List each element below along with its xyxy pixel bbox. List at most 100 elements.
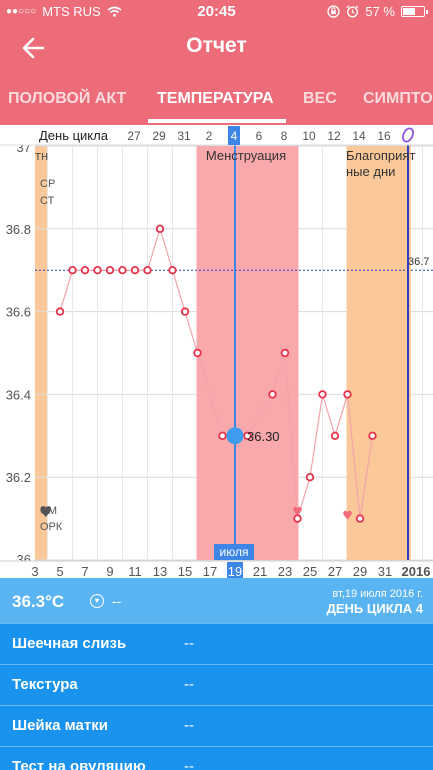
date-row — [0, 561, 433, 578]
selected-point — [226, 427, 244, 445]
intercourse-heart: ♥ — [342, 508, 353, 522]
temperature-point — [243, 431, 252, 440]
left-label: тн — [35, 148, 48, 163]
temperature-point — [293, 514, 302, 523]
temperature-line-segment — [309, 394, 324, 478]
date-tick: 2016 — [402, 564, 431, 578]
month-badge — [214, 544, 254, 560]
tab-symptoms[interactable]: СИМПТО — [363, 90, 433, 107]
temperature-point — [368, 431, 377, 440]
temperature-point — [93, 265, 102, 275]
temperature-point — [318, 390, 327, 399]
y-tick-label: 36.2 — [6, 470, 31, 485]
temperature-point — [343, 390, 352, 399]
selected-cycle-day-bg — [228, 126, 240, 145]
row-ovulation-test[interactable]: Тест на овуляцию -- — [0, 746, 433, 770]
row-texture[interactable]: Текстура -- — [0, 664, 433, 704]
y-tick-label: 36.6 — [6, 305, 31, 320]
temperature-point — [143, 265, 152, 275]
date-tick: 23 — [278, 564, 292, 578]
summary-temperature: 36.3°C — [12, 592, 65, 611]
back-button[interactable] — [20, 34, 48, 62]
date-tick: 13 — [153, 564, 167, 578]
cycle-day-tick: 4 — [231, 129, 238, 143]
date-tick: 27 — [328, 564, 342, 578]
temperature-line-segment — [296, 477, 311, 519]
heart-icon: ♥ — [90, 594, 104, 608]
cycle-day-tick: 16 — [377, 129, 391, 143]
row-value: -- — [184, 635, 194, 652]
temperature-point — [280, 348, 290, 358]
temperature-point — [130, 265, 140, 275]
temperature-line-segment — [334, 394, 349, 436]
temperature-line-segment — [146, 228, 161, 271]
temperature-chart[interactable]: 36.7 ♥ ♥ 36.30 36 36.2 36.4 36.6 36.8 37 Менстру… — [0, 125, 433, 578]
date-tick: 3 — [31, 564, 38, 578]
tab-weight[interactable]: ВЕС — [303, 90, 337, 107]
date-tick: 15 — [178, 564, 192, 578]
cycle-day-label: День цикла — [39, 128, 109, 143]
row-label: Тест на овуляцию — [12, 758, 146, 770]
temperature-line-segment — [184, 311, 199, 354]
ovulation-icon — [402, 127, 414, 143]
wifi-icon — [107, 6, 122, 17]
cycle-day-row — [0, 125, 433, 145]
temperature-line-segment — [271, 352, 286, 395]
intercourse-heart: ♥ — [292, 504, 303, 518]
date-tick: 11 — [128, 564, 142, 578]
back-arrow-icon — [22, 37, 45, 59]
temperature-point — [80, 265, 90, 275]
temperature-point — [105, 265, 115, 275]
row-value: -- — [184, 717, 194, 734]
temperature-point — [268, 390, 277, 399]
temperature-point — [355, 514, 365, 523]
row-label: Шеечная слизь — [12, 635, 127, 652]
row-value: -- — [184, 676, 194, 693]
temperature-line-segment — [246, 394, 274, 437]
date-tick: 25 — [303, 564, 317, 578]
status-bar: ●●○○○ MTS RUS 20:45 57 % — [0, 0, 433, 24]
temperature-line-segment — [359, 435, 374, 519]
date-tick: 21 — [253, 564, 267, 578]
temperature-line-segment — [346, 394, 361, 519]
carrier-label: MTS RUS — [42, 4, 101, 19]
rotation-lock-icon — [327, 5, 341, 18]
cycle-day-tick: 29 — [152, 129, 166, 143]
cycle-day-tick: 2 — [206, 129, 213, 143]
temperature-point — [118, 265, 127, 275]
row-label: Текстура — [12, 676, 78, 693]
selected-point-label: 36.30 — [247, 429, 280, 444]
status-time: 20:45 — [197, 3, 236, 20]
row-cervical-mucus[interactable]: Шеечная слизь -- — [0, 623, 433, 663]
date-tick: 7 — [81, 564, 88, 578]
date-tick: 19 — [228, 564, 242, 578]
temperature-point — [330, 431, 340, 440]
y-tick-label: 36.4 — [6, 387, 31, 402]
cycle-day-tick: 12 — [327, 129, 341, 143]
temperature-point — [168, 265, 177, 275]
left-label: СР — [40, 178, 55, 190]
summary-date: вт,19 июля 2016 г. — [332, 588, 423, 600]
signal-icon: ●●○○○ — [6, 6, 37, 17]
row-cervix[interactable]: Шейка матки -- — [0, 705, 433, 745]
temperature-line-segment — [59, 270, 74, 312]
nav-bar: Отчет — [0, 28, 433, 68]
summary-cycle-day: ДЕНЬ ЦИКЛА 4 — [326, 601, 423, 616]
battery-percent: 57 % — [365, 4, 395, 19]
temperature-point — [218, 431, 227, 440]
cycle-day-tick: 8 — [281, 129, 288, 143]
region-label-fertile-line1: Благоприят — [346, 148, 415, 163]
tab-temperature[interactable]: ТЕМПЕРАТУРА — [157, 90, 274, 107]
date-tick: 29 — [353, 564, 367, 578]
temperature-line-segment — [171, 270, 186, 312]
temperature-line-segment — [321, 394, 336, 436]
cycle-day-tick: 10 — [302, 129, 316, 143]
left-label: СТ — [40, 195, 55, 207]
cycle-day-tick: 31 — [177, 129, 191, 143]
day-summary: 36.3°C ♥ -- вт,19 июля 2016 г. ДЕНЬ ЦИКЛ… — [0, 578, 433, 623]
battery-icon — [401, 6, 428, 17]
tab-indicator — [148, 119, 286, 123]
tab-intercourse[interactable]: ПОЛОВОЙ АКТ — [8, 90, 127, 107]
date-tick: 31 — [378, 564, 392, 578]
date-tick: 5 — [56, 564, 63, 578]
